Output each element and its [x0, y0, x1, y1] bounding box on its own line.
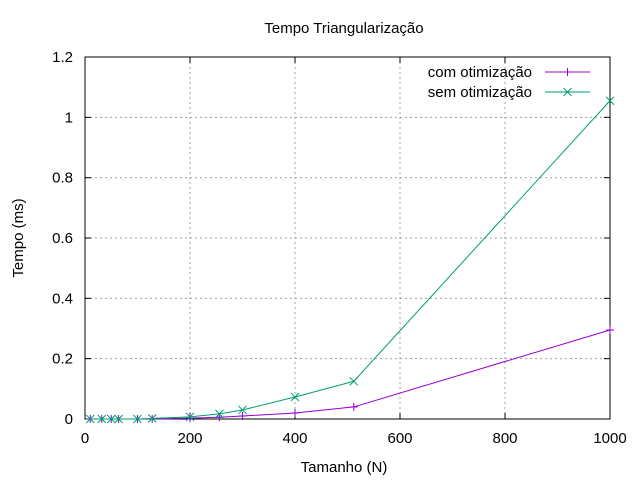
legend-label: sem otimização: [428, 84, 532, 101]
x-tick-label: 200: [177, 430, 202, 447]
y-tick-label: 0: [65, 411, 73, 428]
series-1: [86, 326, 614, 423]
data-point: [97, 414, 107, 424]
legend: com otimização sem otimização: [428, 64, 590, 101]
data-point: [238, 405, 247, 415]
legend-marker: [563, 87, 572, 97]
data-point: [215, 409, 224, 419]
legend-marker: [563, 68, 572, 76]
data-point: [291, 408, 299, 417]
y-tick-label: 0.4: [52, 290, 73, 307]
data-point: [349, 376, 359, 386]
data-point: [238, 411, 247, 420]
y-tick-label: 1.2: [52, 49, 73, 66]
series-line: [90, 100, 611, 420]
data-point: [349, 402, 358, 411]
data-point: [114, 414, 123, 424]
data-point: [290, 392, 300, 402]
data-point: [606, 326, 614, 335]
chart-title: Tempo Triangularização: [264, 20, 423, 37]
x-tick-label: 800: [492, 430, 517, 447]
y-tick-label: 0.8: [52, 170, 73, 187]
axis-ticks: 0 0.2 0.4 0.6 0.8 1 1.2 0 200 400 600 800 1000: [52, 49, 627, 447]
y-tick-label: 0.2: [52, 351, 73, 368]
legend-entry: com otimização: [428, 64, 590, 81]
data-point: [185, 412, 195, 422]
series-line: [90, 329, 611, 420]
data-point: [186, 414, 194, 423]
series-layer: [85, 96, 615, 424]
series-2: [85, 96, 615, 424]
y-tick-label: 1: [65, 109, 73, 126]
data-point: [605, 96, 615, 106]
x-tick-label: 0: [81, 430, 89, 447]
data-point: [147, 414, 157, 423]
legend-label: com otimização: [428, 64, 532, 81]
x-axis-title: Tamanho (N): [301, 459, 388, 476]
data-point: [85, 414, 95, 424]
data-point: [106, 414, 116, 424]
legend-entry: sem otimização: [428, 84, 590, 101]
y-tick-label: 0.6: [52, 230, 73, 247]
data-point: [133, 414, 142, 424]
x-tick-label: 400: [282, 430, 307, 447]
grid: [85, 57, 610, 419]
x-tick-label: 1000: [593, 430, 626, 447]
y-axis-title: Tempo (ms): [10, 198, 27, 277]
x-tick-label: 600: [387, 430, 412, 447]
